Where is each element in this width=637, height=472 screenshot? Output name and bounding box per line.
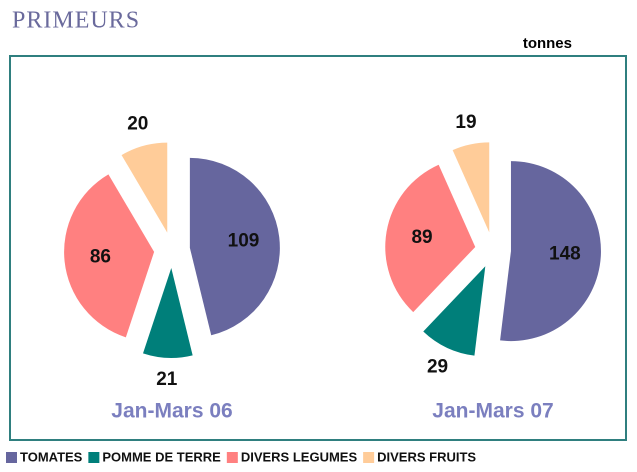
legend-swatch — [88, 452, 100, 463]
legend-label: POMME DE TERRE — [102, 449, 221, 464]
data-label: 148 — [549, 243, 581, 264]
pie-slice — [452, 142, 490, 233]
legend-label: TOMATES — [20, 449, 83, 464]
pie-slice — [143, 267, 193, 358]
pie-title: Jan-Mars 07 — [432, 400, 553, 423]
data-label: 21 — [156, 369, 178, 390]
legend-swatch — [6, 452, 17, 463]
pie-title: Jan-Mars 06 — [111, 400, 232, 423]
pie-slice — [121, 142, 168, 233]
pie-slice — [423, 266, 486, 356]
pie-slice — [64, 174, 155, 338]
unit-label: tonnes — [523, 35, 572, 52]
data-label: 109 — [228, 230, 260, 251]
legend-swatch — [226, 452, 238, 463]
pie-slice — [189, 157, 280, 336]
data-label: 29 — [427, 357, 448, 378]
data-label: 19 — [455, 112, 476, 133]
data-label: 86 — [90, 247, 111, 268]
page-title: PRIMEURS — [12, 8, 140, 34]
legend-label: DIVERS FRUITS — [377, 449, 476, 464]
legend-label: DIVERS LEGUMES — [241, 449, 358, 464]
data-label: 89 — [411, 227, 432, 248]
pie-slice — [385, 164, 476, 313]
pie-slice — [500, 161, 601, 342]
data-label: 20 — [127, 114, 148, 135]
legend-swatch — [363, 452, 375, 463]
frame — [9, 55, 627, 441]
